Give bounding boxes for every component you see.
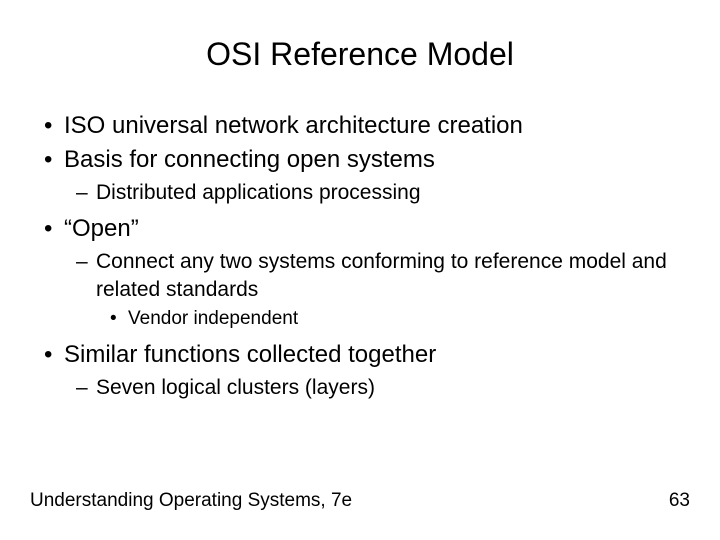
footer-book-title: Understanding Operating Systems, 7e [30,490,352,512]
bullet-level3: Vendor independent [38,307,690,332]
bullet-level1: ISO universal network architecture creat… [38,111,690,141]
bullet-level2: Distributed applications processing [38,179,690,206]
slide-footer: Understanding Operating Systems, 7e 63 [30,490,690,512]
bullet-level1: “Open” [38,214,690,244]
content-area: ISO universal network architecture creat… [30,111,690,401]
bullet-level2: Connect any two systems conforming to re… [38,248,690,303]
bullet-level2: Seven logical clusters (layers) [38,374,690,401]
slide-title: OSI Reference Model [30,36,690,73]
bullet-level1: Basis for connecting open systems [38,145,690,175]
bullet-level1: Similar functions collected together [38,340,690,370]
page-number: 63 [669,490,690,512]
